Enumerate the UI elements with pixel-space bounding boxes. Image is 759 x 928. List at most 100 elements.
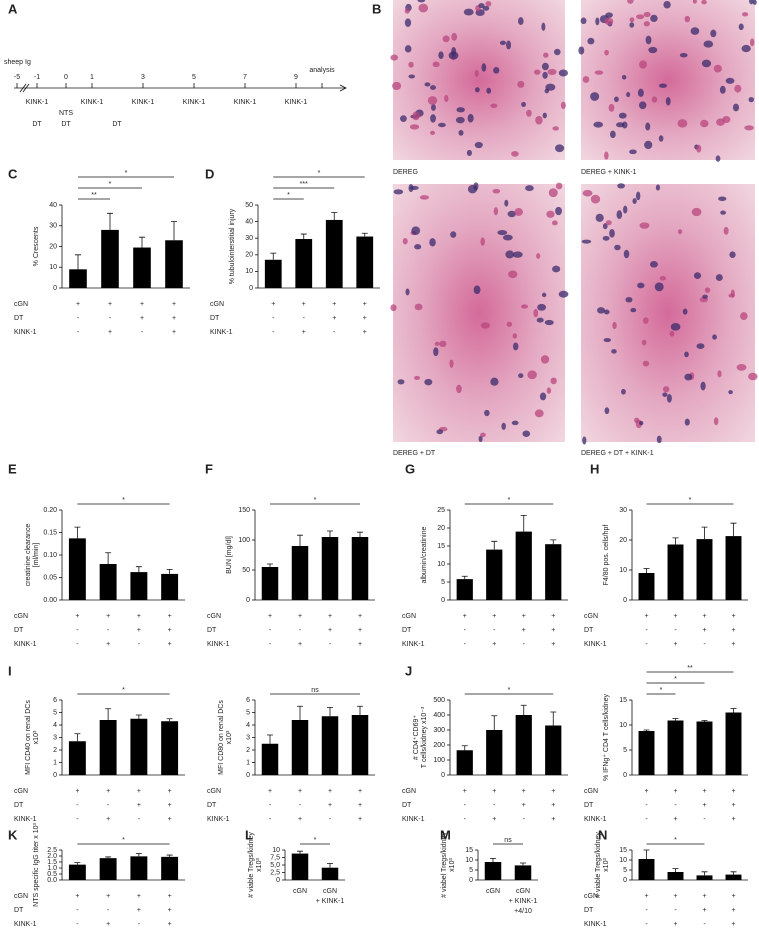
nucleus [553, 48, 561, 56]
condition-name: cGN [207, 613, 221, 620]
nucleus [432, 61, 440, 68]
condition-name: cGN [584, 613, 598, 620]
y-axis-label: x10³ [33, 730, 40, 744]
nucleus [677, 229, 683, 235]
y-tick-label: 5 [469, 867, 473, 874]
nucleus [716, 118, 725, 126]
nucleus [663, 0, 671, 9]
nucleus [749, 0, 754, 5]
nucleus [595, 213, 604, 222]
nucleus [718, 196, 727, 202]
nucleus [417, 0, 426, 3]
nucleus [623, 205, 628, 214]
nucleus [603, 337, 612, 343]
y-tick-label: 15 [465, 847, 473, 854]
condition-sign: - [269, 816, 272, 823]
nucleus [649, 260, 658, 268]
error-bar [672, 718, 679, 721]
condition-name: KINK-1 [207, 641, 230, 648]
nucleus [512, 342, 519, 351]
condition-sign: + [673, 816, 677, 823]
y-tick-label: 6 [246, 697, 250, 704]
nucleus [482, 6, 490, 11]
nucleus [712, 334, 717, 340]
nucleus [558, 69, 568, 77]
nucleus [638, 421, 644, 426]
nucleus [658, 83, 668, 88]
y-tick-label: 0 [623, 877, 627, 884]
y-tick-label: 10 [272, 847, 280, 854]
significance-label: * [689, 497, 692, 504]
condition-name: cGN [584, 893, 598, 900]
nucleus [492, 188, 501, 194]
nucleus [736, 364, 747, 371]
nucleus [551, 220, 558, 226]
nucleus [473, 182, 479, 191]
nucleus [527, 370, 537, 380]
nucleus [614, 244, 621, 251]
bar [667, 544, 684, 600]
nucleus [512, 251, 523, 258]
condition-name: KINK-1 [584, 816, 607, 823]
y-tick-label: 0 [276, 877, 280, 884]
error-bar [730, 708, 737, 713]
photo-caption: DEREG [393, 169, 418, 176]
nucleus [690, 27, 700, 35]
panel-label: F [205, 461, 213, 476]
condition-sign: - [703, 816, 706, 823]
nucleus [554, 144, 565, 153]
condition-sign: + [492, 641, 496, 648]
y-axis-label: % Crescents [33, 226, 40, 266]
error-bar [550, 711, 557, 726]
nucleus [665, 96, 671, 106]
bar [484, 862, 502, 880]
nucleus [669, 330, 675, 337]
treatment-label: DT [61, 121, 71, 128]
bar [325, 219, 343, 288]
y-axis-label: T cells/kidney x10⁻³ [421, 706, 428, 768]
error-bar [139, 236, 145, 248]
nucleus [725, 77, 735, 84]
nucleus [621, 121, 628, 129]
nucleus [602, 223, 608, 230]
condition-sign: + [358, 641, 362, 648]
nucleus [550, 377, 557, 385]
condition-name: DT [402, 802, 412, 809]
error-bar [672, 868, 679, 872]
nucleus [679, 52, 688, 58]
y-axis-label: creatinine clearance [25, 524, 32, 587]
y-tick-label: 150 [238, 507, 250, 514]
condition-sign: + [522, 788, 526, 795]
error-bar [357, 705, 363, 715]
significance-label: * [109, 181, 112, 188]
error-bar [490, 858, 496, 862]
bar [456, 750, 473, 775]
panel-label: K [8, 827, 18, 842]
nucleus [413, 375, 421, 381]
error-bar [135, 852, 142, 857]
condition-sign: + [271, 301, 275, 308]
nucleus [713, 64, 722, 73]
y-tick-label: 0.05 [43, 574, 57, 581]
nucleus [748, 372, 758, 381]
nucleus [424, 82, 431, 87]
y-tick-label: 50 [245, 202, 253, 209]
error-bar [730, 871, 737, 875]
condition-sign: + [168, 802, 172, 809]
y-tick-label: 40 [245, 218, 253, 225]
error-bar [75, 254, 81, 270]
condition-sign: + [731, 641, 735, 648]
nucleus [666, 393, 672, 403]
nucleus [720, 210, 726, 215]
y-tick-label: 10 [619, 722, 627, 729]
condition-sign: - [645, 816, 648, 823]
y-tick-label: 30 [245, 235, 253, 242]
nucleus [484, 409, 490, 417]
nucleus [696, 144, 702, 153]
condition-sign: + [76, 301, 80, 308]
nucleus [537, 303, 547, 311]
condition-sign: - [333, 329, 336, 336]
nucleus [521, 101, 526, 108]
nucleus [578, 46, 585, 55]
bar-chart: G 0 5 10 15 20 25 albumin/creatinine * cGN + + + + DT -… [402, 461, 568, 648]
